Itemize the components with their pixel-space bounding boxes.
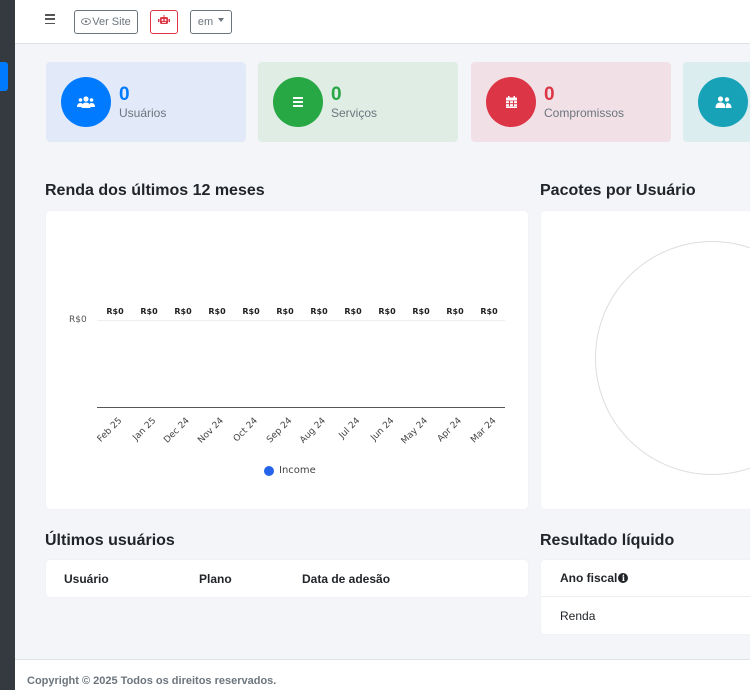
- bar-data-label: R$0: [378, 307, 396, 316]
- stat-value: 0: [544, 83, 555, 105]
- legend-dot-icon: [264, 465, 274, 476]
- caret-down-icon: [218, 18, 225, 22]
- bar-data-label: R$0: [174, 307, 192, 316]
- income-chart-panel: R$0 R$0 R$0 R$0 R$0 R$0 R$0 R$0 R$0 R$0 …: [46, 211, 528, 509]
- x-tick-label: May 24: [399, 416, 431, 447]
- footer: Copyright © 2025 Todos os direitos reser…: [15, 659, 750, 690]
- info-circle-icon[interactable]: i: [618, 573, 629, 583]
- pie-chart-empty: [595, 241, 750, 475]
- hamburger-icon[interactable]: [45, 14, 55, 24]
- list-icon: [273, 77, 323, 127]
- x-axis-line: [97, 407, 505, 408]
- x-tick-label: Sep 24: [264, 416, 295, 446]
- packages-section-title: Pacotes por Usuário: [540, 182, 696, 199]
- net-result-title: Resultado líquido: [540, 532, 675, 549]
- bar-data-label: R$0: [412, 307, 430, 316]
- robot-button[interactable]: [150, 10, 178, 34]
- bar-data-label: R$0: [106, 307, 124, 316]
- latest-users-title: Últimos usuários: [45, 532, 175, 549]
- fiscal-year-header: Ano fiscal i: [560, 571, 629, 585]
- calendar-icon: [486, 77, 536, 127]
- stat-card-appointments[interactable]: 0 Compromissos: [471, 62, 671, 142]
- stat-card-clients[interactable]: [683, 62, 750, 142]
- gridline: [97, 320, 505, 321]
- income-row-label: Renda: [560, 609, 596, 623]
- latest-users-table: Usuário Plano Data de adesão: [46, 560, 528, 597]
- stat-card-services[interactable]: 0 Serviços: [258, 62, 458, 142]
- top-navbar: Ver Site em: [15, 0, 750, 44]
- chart-legend-income[interactable]: Income: [264, 465, 316, 476]
- view-site-button[interactable]: Ver Site: [74, 10, 138, 34]
- bar-data-label: R$0: [344, 307, 362, 316]
- bar-data-label: R$0: [140, 307, 158, 316]
- row-divider: [541, 596, 750, 597]
- net-result-table: Ano fiscal i Renda: [541, 560, 750, 634]
- x-tick-label: Feb 25: [95, 416, 125, 445]
- user-friends-icon: [698, 77, 748, 127]
- stat-label: Serviços: [331, 105, 378, 120]
- eye-icon: [81, 17, 92, 27]
- x-tick-label: Jan 25: [131, 416, 159, 444]
- users-icon: [61, 77, 111, 127]
- bar-data-label: R$0: [242, 307, 260, 316]
- language-dropdown[interactable]: em: [190, 10, 232, 34]
- column-header-join-date: Data de adesão: [302, 572, 391, 586]
- stat-label: Compromissos: [544, 105, 625, 120]
- bar-data-label: R$0: [446, 307, 464, 316]
- stat-value: 0: [119, 83, 130, 105]
- legend-label: Income: [279, 465, 316, 476]
- sidebar-active-item[interactable]: [0, 62, 8, 91]
- language-value: em: [197, 16, 214, 28]
- robot-icon: [158, 13, 170, 31]
- bar-data-label: R$0: [480, 307, 498, 316]
- x-tick-label: Apr 24: [435, 416, 465, 445]
- column-header-plan: Plano: [199, 572, 232, 586]
- x-tick-label: Nov 24: [196, 416, 227, 446]
- column-header-user: Usuário: [64, 572, 109, 586]
- x-tick-label: Dec 24: [162, 416, 193, 446]
- x-tick-label: Jul 24: [337, 416, 363, 441]
- view-site-label: Ver Site: [92, 16, 131, 28]
- sidebar: [0, 0, 15, 690]
- bar-data-label: R$0: [208, 307, 226, 316]
- packages-chart-panel: [541, 211, 750, 509]
- bar-data-label: R$0: [310, 307, 328, 316]
- bar-data-label: R$0: [276, 307, 294, 316]
- fiscal-year-label: Ano fiscal: [560, 571, 618, 585]
- x-tick-label: Aug 24: [298, 416, 329, 446]
- x-tick-label: Jun 24: [368, 416, 397, 444]
- stat-card-users[interactable]: 0 Usuários: [46, 62, 246, 142]
- copyright-text: Copyright © 2025 Todos os direitos reser…: [27, 675, 277, 687]
- stat-value: 0: [331, 83, 342, 105]
- stat-label: Usuários: [119, 105, 167, 120]
- income-section-title: Renda dos últimos 12 meses: [45, 182, 265, 199]
- x-tick-label: Mar 24: [468, 416, 499, 446]
- x-tick-label: Oct 24: [231, 416, 261, 445]
- y-tick-label: R$0: [69, 315, 87, 325]
